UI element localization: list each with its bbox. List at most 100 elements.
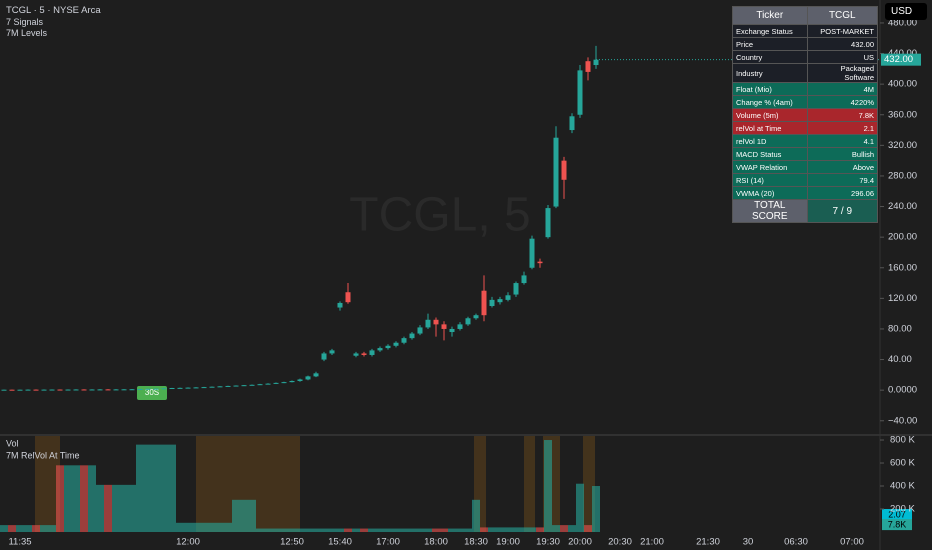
volume-bar <box>496 527 504 532</box>
candle-body <box>369 350 375 355</box>
volume-bar <box>0 525 8 532</box>
volume-bar <box>168 444 176 532</box>
table-cell: 7.8K <box>806 108 879 122</box>
volume-bar <box>280 528 288 532</box>
candle-body <box>321 353 327 360</box>
y-tick-label: 440.00 <box>888 48 917 59</box>
y-tick-label: 240.00 <box>888 201 917 212</box>
title: TCGL · 5 · NYSE Arca <box>6 5 101 16</box>
candle-body <box>273 382 279 384</box>
candle-body <box>489 299 495 307</box>
volume-bar <box>440 528 448 532</box>
x-tick-label: 11:35 <box>8 537 31 548</box>
volume-bar <box>16 525 24 532</box>
candle-body <box>505 295 511 300</box>
table-row: MACD Status Bullish <box>732 147 879 161</box>
candle-body <box>481 290 487 316</box>
table-cell: 7 / 9 <box>806 199 879 223</box>
candle-body <box>593 59 599 66</box>
candle-body <box>577 70 583 115</box>
y-tick-label: 200.00 <box>888 232 917 243</box>
volume-bar <box>448 528 456 532</box>
candle-body <box>329 350 335 354</box>
x-tick-label: 06:30 <box>784 537 808 548</box>
table-cell: TOTAL SCORE <box>732 199 808 223</box>
candle-body <box>161 388 167 390</box>
volume-bar <box>552 525 560 532</box>
candle-body <box>225 385 231 387</box>
volume-bar <box>408 528 416 532</box>
volume-bar <box>56 465 64 532</box>
y-tick-label: 400 K <box>890 481 915 492</box>
candle-body <box>129 389 135 391</box>
table-cell: VWMA (20) <box>732 186 808 200</box>
currency-button[interactable]: USD <box>885 3 927 20</box>
y-tick-label: 600 K <box>890 458 915 469</box>
candle-body <box>217 386 223 388</box>
indicator-label: 7M RelVol At Time <box>6 450 80 460</box>
candle-body <box>1 389 7 391</box>
table-cell: 4M <box>806 82 879 96</box>
volume-bar <box>128 484 136 532</box>
volume-bar <box>48 525 56 532</box>
volume-bar <box>352 528 360 532</box>
candle-body <box>17 389 23 391</box>
candle-body <box>177 387 183 389</box>
volume-bar <box>176 522 184 532</box>
candle-body <box>473 315 479 319</box>
volume-bar <box>160 444 168 532</box>
x-tick-label: 15:40 <box>328 537 352 548</box>
candle-body <box>257 384 263 386</box>
volume-bar <box>456 528 464 532</box>
y-tick-label: 120.00 <box>888 293 917 304</box>
candle-body <box>65 389 71 391</box>
volume-bar <box>64 465 72 532</box>
y-tick-label: 280.00 <box>888 170 917 181</box>
table-row: Industry Packaged Software <box>732 63 879 83</box>
candle-body <box>417 327 423 334</box>
table-cell: Ticker <box>732 6 808 25</box>
candle-body <box>121 389 127 391</box>
x-tick-label: 17:00 <box>376 537 400 548</box>
table-row: Price 432.00 <box>732 37 879 51</box>
candle-body <box>585 61 591 72</box>
candle-body <box>201 387 207 389</box>
volume-bar <box>464 528 472 532</box>
x-tick-label: 21:30 <box>696 537 720 548</box>
table-cell: VWAP Relation <box>732 160 808 174</box>
candle-body <box>281 382 287 384</box>
candle-body <box>409 333 415 339</box>
y-tick-label: 160.00 <box>888 262 917 273</box>
volume-bar <box>80 465 88 532</box>
volume-bar <box>304 528 312 532</box>
candle-body <box>265 383 271 385</box>
volume-bar <box>8 525 16 532</box>
table-cell: Price <box>732 37 808 51</box>
candle-body <box>25 389 31 391</box>
candle-body <box>49 389 55 391</box>
volume-bar <box>272 528 280 532</box>
volume-bar <box>344 528 352 532</box>
y-tick-label: 200 K <box>890 504 915 515</box>
candle-body <box>513 283 519 295</box>
candle-body <box>241 385 247 387</box>
volume-bar <box>208 522 216 532</box>
volume-bar <box>136 444 144 532</box>
candle-body <box>209 386 215 388</box>
y-tick-label: 800 K <box>890 435 915 446</box>
x-tick-label: 30 <box>743 537 754 548</box>
candle-body <box>377 348 383 351</box>
candle-body <box>313 373 319 377</box>
candle-body <box>433 319 439 325</box>
volume-bar <box>144 444 152 532</box>
candle-body <box>233 385 239 387</box>
candle-body <box>385 345 391 349</box>
candle-body <box>145 388 151 390</box>
candle-body <box>441 324 447 329</box>
candle-body <box>497 299 503 303</box>
candle-body <box>553 137 559 207</box>
candle-body <box>41 389 47 391</box>
candle-body <box>73 389 79 391</box>
candle-body <box>393 342 399 346</box>
